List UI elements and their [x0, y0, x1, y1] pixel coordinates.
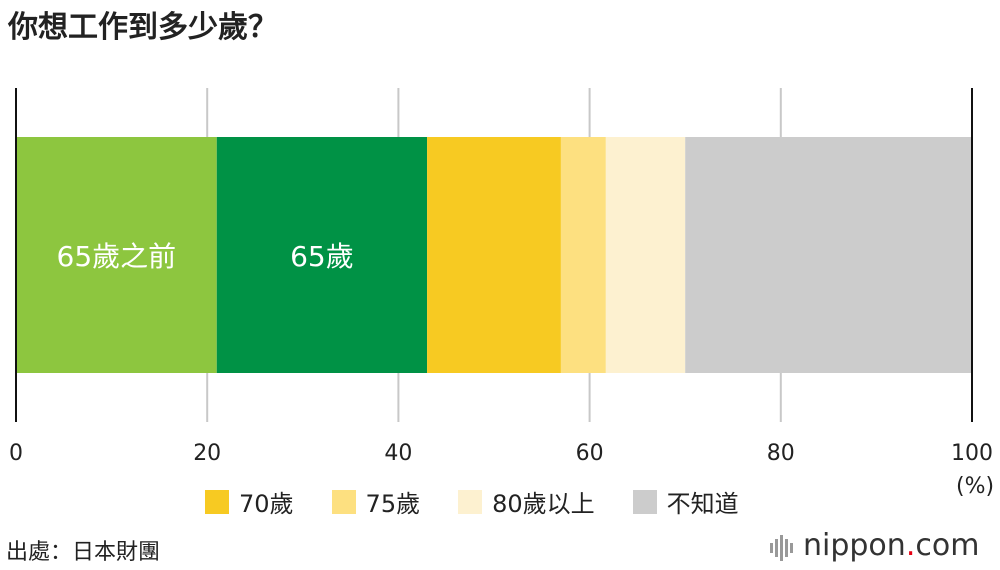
legend-label-70: 70歲: [239, 490, 294, 518]
bar-label-1: 65歲: [290, 240, 354, 273]
legend: 70歲 75歲 80歲以上 不知道: [205, 484, 777, 519]
bar-segment-0: [16, 137, 217, 373]
bar-label-0: 65歲之前: [57, 240, 177, 273]
legend-swatch-unknown: [632, 489, 657, 514]
x-tick-40: 40: [384, 441, 412, 466]
x-tick-20: 20: [193, 441, 221, 466]
legend-label-80-plus: 80歲以上: [492, 490, 595, 518]
axis-lines: [15, 88, 973, 422]
x-tick-0: 0: [9, 441, 23, 466]
legend-label-75: 75歲: [365, 490, 421, 518]
bar-segment-3: [560, 137, 606, 373]
x-tick-60: 60: [576, 441, 604, 466]
legend-swatch-75: [331, 489, 356, 514]
x-tick-80: 80: [767, 441, 795, 466]
chart-title: 你想工作到多少歲？: [8, 10, 278, 45]
legend-swatch-80-plus: [458, 489, 483, 514]
legend-item-75: 75歲: [331, 484, 421, 519]
logo-bars-icon: [770, 529, 795, 564]
x-tick-100: 100: [951, 441, 993, 466]
bar-segment-1: [216, 137, 428, 373]
bar-segments: [16, 137, 972, 373]
legend-item-unknown: 不知道: [632, 484, 739, 519]
legend-item-70: 70歲: [205, 484, 294, 519]
source-note: 出處：日本財團: [6, 540, 161, 565]
bar-labels: 65歲之前 65歲: [57, 240, 354, 273]
bar-segment-2: [427, 137, 561, 373]
logo-dot: .: [905, 528, 916, 563]
logo-tld: com: [915, 528, 980, 563]
bar-segment-5: [685, 137, 972, 373]
stacked-bar-chart: 65歲之前 65歲 0 20 40 60 80 100: [9, 88, 993, 466]
nippon-logo: nippon.com: [770, 528, 979, 564]
x-tick-labels: 0 20 40 60 80 100: [9, 441, 993, 466]
bar-segment-4: [605, 137, 686, 373]
legend-label-unknown: 不知道: [666, 490, 739, 518]
logo-name: nippon: [803, 528, 906, 563]
legend-swatch-70: [205, 489, 229, 514]
unit-label: (%): [956, 474, 995, 499]
legend-item-80-plus: 80歲以上: [458, 484, 595, 519]
